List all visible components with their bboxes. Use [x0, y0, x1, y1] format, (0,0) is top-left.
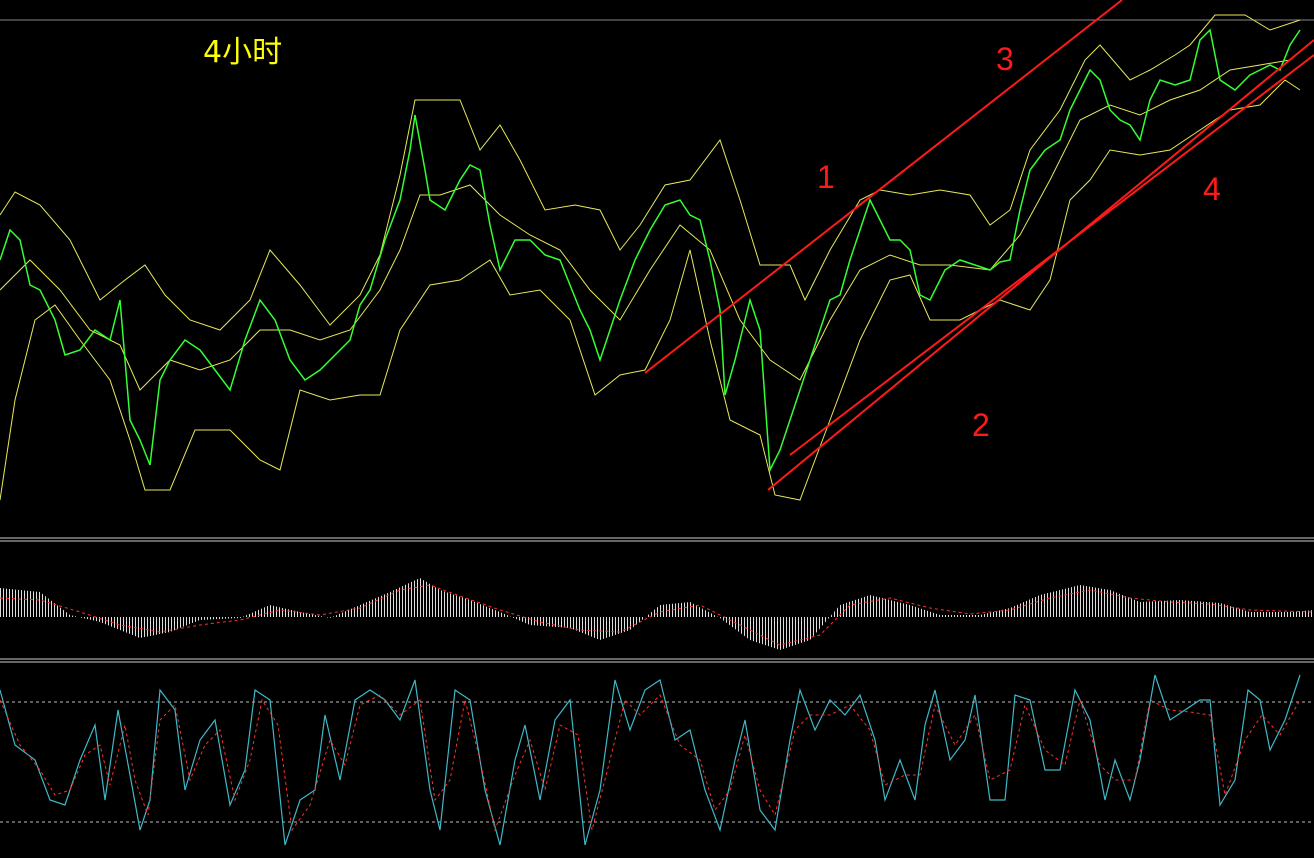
channel-label: 4 — [1203, 171, 1221, 207]
channel-label: 1 — [817, 159, 835, 195]
timeframe-label: 4小时 — [203, 35, 282, 70]
channel-label: 2 — [972, 407, 990, 443]
price-line — [0, 28, 1301, 473]
stoch-d — [0, 694, 1301, 832]
lower-band — [0, 79, 1301, 501]
middle-band — [0, 59, 1291, 391]
channel-line — [789, 54, 1314, 456]
channel-line — [767, 39, 1314, 491]
channel-label: 3 — [996, 41, 1014, 77]
channel-line — [644, 0, 1123, 374]
macd-signal — [0, 584, 1314, 646]
upper-band — [0, 14, 1301, 331]
stoch-k — [0, 674, 1301, 846]
